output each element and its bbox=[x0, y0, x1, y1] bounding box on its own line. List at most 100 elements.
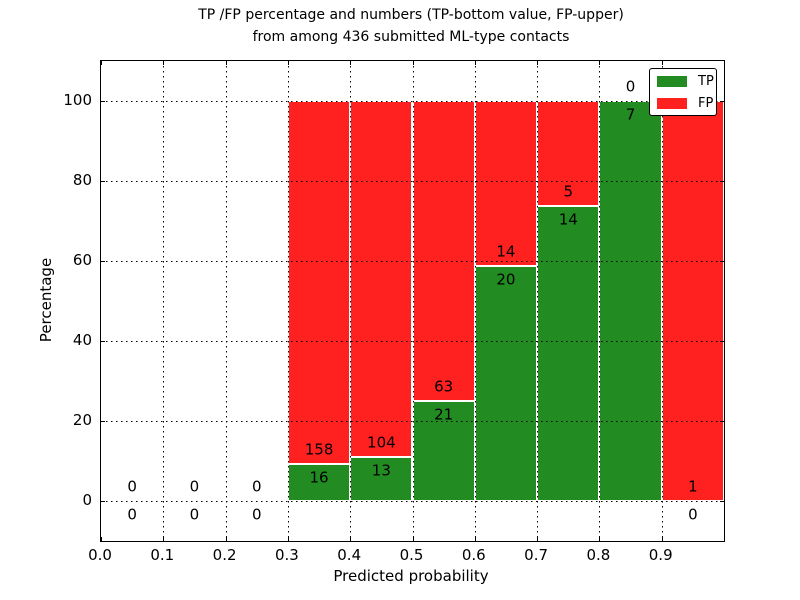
fp-bar-segment bbox=[661, 101, 724, 501]
fp-bar-segment bbox=[287, 101, 351, 465]
gridline-horizontal bbox=[101, 501, 724, 502]
y-tick-mark bbox=[720, 421, 724, 422]
gridline-vertical bbox=[537, 61, 539, 541]
x-tick-label: 0.1 bbox=[150, 546, 175, 564]
fp-bar-segment bbox=[412, 101, 475, 401]
legend-row-tp: TP bbox=[650, 72, 716, 90]
gridline-horizontal bbox=[101, 101, 724, 102]
x-tick-mark bbox=[412, 61, 414, 65]
x-tick-label: 0.0 bbox=[88, 546, 112, 564]
fp-count-label: 5 bbox=[563, 182, 574, 201]
tp-count-label: 21 bbox=[434, 405, 454, 424]
fp-count-label: 63 bbox=[434, 377, 454, 396]
x-axis-label: Predicted probability bbox=[333, 567, 489, 585]
tp-count-label: 0 bbox=[127, 505, 137, 524]
x-tick-mark bbox=[474, 61, 476, 65]
legend-label-fp: FP bbox=[698, 95, 714, 111]
x-tick-label: 0.8 bbox=[586, 546, 611, 564]
y-tick-mark bbox=[720, 501, 724, 502]
gridline-horizontal bbox=[101, 421, 724, 422]
fp-bar-segment bbox=[537, 101, 600, 207]
x-tick-mark bbox=[225, 537, 227, 541]
y-tick-mark bbox=[720, 181, 724, 182]
x-tick-mark bbox=[287, 537, 289, 541]
x-tick-mark bbox=[225, 61, 227, 65]
fp-bar-segment bbox=[474, 101, 538, 266]
chart-title: TP /FP percentage and numbers (TP-bottom… bbox=[198, 4, 624, 48]
chart-title-line2: from among 436 submitted ML-type contact… bbox=[252, 29, 570, 45]
x-tick-mark bbox=[474, 537, 476, 541]
x-tick-label: 0.2 bbox=[212, 546, 237, 564]
tp-count-label: 7 bbox=[625, 105, 636, 124]
fp-count-label: 14 bbox=[496, 242, 516, 261]
tp-bar-segment bbox=[474, 265, 538, 501]
tp-count-label: 0 bbox=[189, 505, 200, 524]
x-tick-mark bbox=[412, 537, 414, 541]
fp-count-label: 0 bbox=[127, 477, 137, 496]
fp-bar-segment bbox=[350, 101, 413, 457]
fp-count-label: 0 bbox=[189, 477, 200, 496]
gridline-horizontal bbox=[101, 181, 724, 182]
x-tick-mark bbox=[537, 537, 539, 541]
y-tick-mark bbox=[720, 101, 724, 102]
tp-swatch-icon bbox=[657, 75, 687, 87]
y-axis-label: Percentage bbox=[37, 257, 55, 343]
tp-bar-segment bbox=[599, 101, 662, 501]
gridline-vertical bbox=[474, 61, 476, 541]
y-tick-mark bbox=[101, 101, 105, 102]
y-tick-mark bbox=[720, 261, 724, 262]
tp-bar-segment bbox=[350, 456, 413, 501]
x-tick-mark bbox=[163, 61, 165, 65]
tp-count-label: 14 bbox=[558, 210, 578, 229]
tp-count-label: 16 bbox=[309, 468, 329, 487]
tp-count-label: 0 bbox=[688, 505, 698, 524]
gridline-vertical bbox=[412, 61, 414, 541]
gridline-horizontal bbox=[101, 261, 724, 262]
gridline-vertical bbox=[599, 61, 601, 541]
y-tick-mark bbox=[720, 341, 724, 342]
fp-count-label: 1 bbox=[688, 477, 698, 496]
y-tick-label: 0 bbox=[82, 491, 92, 509]
y-tick-label: 60 bbox=[72, 251, 92, 269]
x-tick-mark bbox=[163, 537, 165, 541]
fp-count-label: 0 bbox=[625, 77, 636, 96]
tp-bar-segment bbox=[537, 206, 600, 501]
x-tick-mark bbox=[287, 61, 289, 65]
fp-count-label: 158 bbox=[304, 440, 334, 459]
legend-label-tp: TP bbox=[698, 73, 714, 89]
y-tick-label: 20 bbox=[72, 411, 92, 429]
tp-count-label: 0 bbox=[251, 505, 262, 524]
x-tick-mark bbox=[599, 61, 601, 65]
x-tick-mark bbox=[661, 61, 663, 65]
y-tick-mark bbox=[101, 181, 105, 182]
gridline-vertical bbox=[287, 61, 289, 541]
gridline-vertical bbox=[163, 61, 165, 541]
y-tick-mark bbox=[101, 501, 105, 502]
y-tick-label: 100 bbox=[63, 91, 92, 109]
gridline-vertical bbox=[350, 61, 352, 541]
x-tick-label: 0.9 bbox=[648, 546, 673, 564]
tp-count-label: 20 bbox=[496, 270, 516, 289]
fp-count-label: 104 bbox=[367, 433, 396, 452]
gridline-vertical bbox=[661, 61, 663, 541]
x-tick-mark bbox=[101, 537, 102, 541]
legend: TP FP bbox=[649, 68, 717, 116]
x-tick-label: 0.5 bbox=[399, 546, 424, 564]
gridline-vertical bbox=[225, 61, 227, 541]
y-tick-mark bbox=[101, 261, 105, 262]
chart-title-line1: TP /FP percentage and numbers (TP-bottom… bbox=[198, 7, 624, 23]
plot-area: TP FP 0 0 0 0 0 0 158 16 104 13 63 21 14 20 5 14 0 7 1 0 bbox=[100, 60, 725, 542]
x-tick-label: 0.6 bbox=[461, 546, 486, 564]
y-tick-label: 80 bbox=[72, 171, 92, 189]
tp-bar-segment bbox=[287, 464, 351, 501]
y-tick-label: 40 bbox=[72, 331, 92, 349]
x-tick-mark bbox=[599, 537, 601, 541]
gridline-horizontal bbox=[101, 341, 724, 342]
x-tick-mark bbox=[350, 537, 352, 541]
x-tick-label: 0.3 bbox=[274, 546, 299, 564]
fp-count-label: 0 bbox=[251, 477, 262, 496]
y-tick-mark bbox=[101, 341, 105, 342]
legend-row-fp: FP bbox=[650, 94, 716, 112]
x-tick-mark bbox=[537, 61, 539, 65]
x-tick-label: 0.7 bbox=[524, 546, 549, 564]
